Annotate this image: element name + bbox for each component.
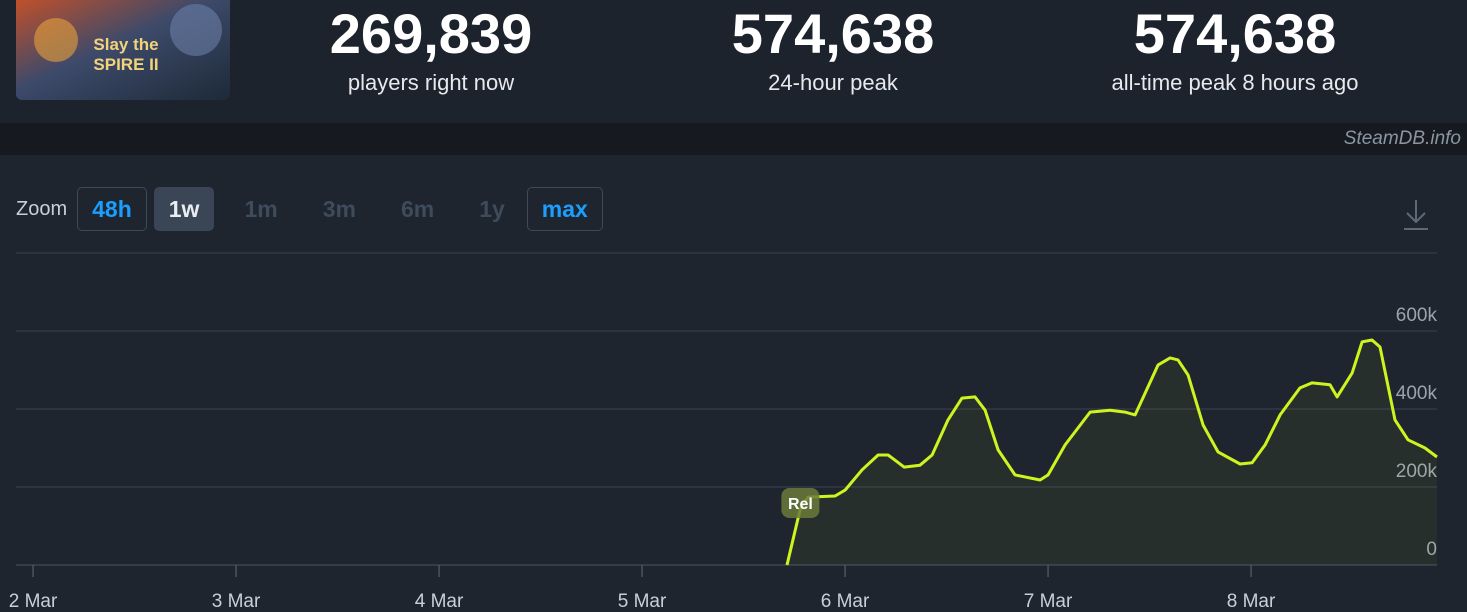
y-tick-label: 400k [1396,383,1438,404]
x-tick-label: 3 Mar [212,591,261,612]
stat: 269,839 players right now [261,2,601,98]
y-tick-label: 0 [1426,539,1437,560]
y-tick-label: 600k [1396,305,1438,326]
x-tick-label: 5 Mar [618,591,667,612]
zoom-button[interactable]: 6m [400,196,435,222]
stat: 574,638 all-time peak 8 hours ago [1065,2,1405,98]
y-tick-label: 200k [1396,461,1438,482]
stat-label: 24-hour peak [768,70,898,95]
zoom-button[interactable]: 1y [479,196,505,222]
zoom-button[interactable]: 1w [153,187,215,231]
annotation-badge [781,488,820,518]
zoom-label: Zoom [16,197,68,220]
annotation: Rel [788,496,813,513]
stat-value: 269,839 [329,2,533,65]
x-tick-label: 2 Mar [9,591,58,612]
credit: SteamDB.info [1343,128,1461,149]
zoom-button[interactable]: max [526,187,603,231]
zoom-button[interactable]: 48h [77,187,147,231]
x-tick-label: 6 Mar [821,591,870,612]
stat: 574,638 24-hour peak [663,2,1003,98]
svg-text:Slay the: Slay the [93,35,158,54]
game-cover: Slay the SPIRE II [16,0,230,100]
download-icon[interactable] [1404,200,1428,230]
x-tick-label: 8 Mar [1227,591,1276,612]
stat-value: 574,638 [731,2,935,65]
stat-label: all-time peak 8 hours ago [1111,70,1359,95]
zoom-bar: Zoom 48h 1w 1m 3m 6m 1y max [16,187,610,231]
svg-text:SPIRE II: SPIRE II [93,55,158,74]
zoom-button[interactable]: 3m [322,196,356,222]
line [785,338,1438,566]
x-tick-label: 7 Mar [1024,591,1073,612]
stat-label: players right now [347,70,515,95]
zoom-button[interactable]: 1m [244,196,278,222]
area [786,340,1437,565]
header [0,0,1467,123]
band [0,123,1467,155]
stat-value: 574,638 [1133,2,1337,65]
x-tick-label: 4 Mar [415,591,464,612]
